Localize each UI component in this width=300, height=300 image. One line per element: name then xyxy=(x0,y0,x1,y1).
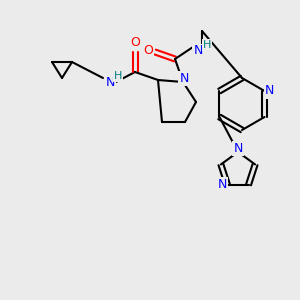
Text: N: N xyxy=(233,142,243,154)
Text: N: N xyxy=(105,76,115,88)
Text: N: N xyxy=(218,178,227,191)
Text: N: N xyxy=(193,44,203,58)
Text: H: H xyxy=(114,71,122,81)
Text: N: N xyxy=(179,71,189,85)
Text: H: H xyxy=(203,40,211,50)
Text: O: O xyxy=(130,37,140,50)
Text: N: N xyxy=(265,85,274,98)
Text: O: O xyxy=(143,44,153,56)
